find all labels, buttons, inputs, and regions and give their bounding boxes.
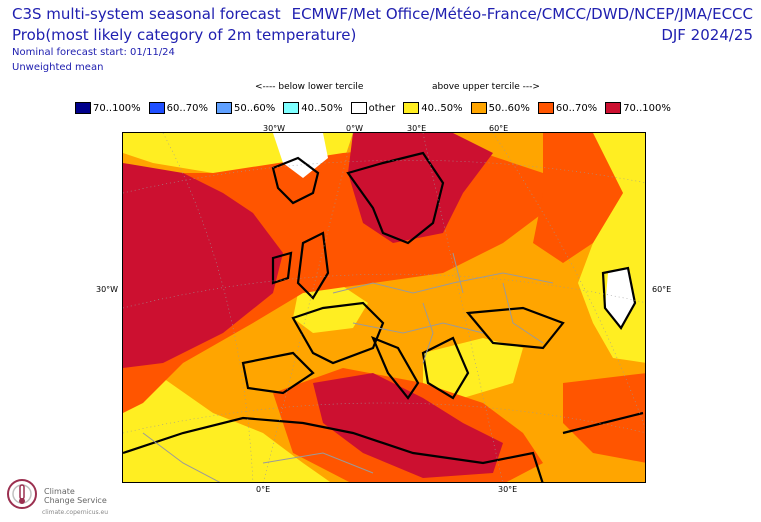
- legend: 70..100% 60..70% 50..60% 40..50% other 40..50…: [75, 101, 679, 115]
- climate-logo-icon: [7, 479, 37, 509]
- legend-swatch: [470, 102, 487, 114]
- title-right-block: ECMWF/Met Office/Météo-France/CMCC/DWD/N…: [292, 4, 753, 46]
- season: DJF 2024/25: [661, 26, 753, 44]
- region-darkorange-east: [533, 133, 623, 263]
- title-block: C3S multi-system seasonal forecast Prob(…: [12, 4, 356, 46]
- legend-item: 60..70%: [148, 101, 208, 115]
- region-yellow-balkan: [423, 338, 523, 398]
- legend-label: 70..100%: [93, 102, 141, 114]
- title-line-1: C3S multi-system seasonal forecast: [12, 5, 281, 23]
- tick-right: 60°E: [652, 285, 672, 294]
- legend-item: 70..100%: [605, 101, 671, 115]
- map-canvas: [123, 133, 645, 482]
- region-white-caspian: [605, 268, 635, 328]
- legend-label: 50..60%: [233, 102, 276, 114]
- region-darkorange-se: [563, 373, 645, 463]
- borders: [142, 252, 554, 482]
- legend-swatch: [75, 102, 91, 114]
- legend-item: 40..50%: [403, 101, 463, 115]
- title-line-2: Prob(most likely category of 2m temperat…: [12, 26, 357, 44]
- tick-left: 30°W: [96, 285, 119, 294]
- tick-bottom-1: 0°E: [256, 485, 271, 494]
- logo-text-1: Climate: [44, 487, 75, 496]
- legend-label: 70..100%: [623, 102, 671, 114]
- legend-swatch: [605, 102, 622, 114]
- legend-swatch: [283, 102, 300, 114]
- legend-item: 40..50%: [283, 101, 343, 115]
- legend-label: 40..50%: [301, 102, 343, 114]
- logo-text-2: Change Service: [44, 496, 107, 505]
- legend-item: 50..60%: [215, 101, 276, 115]
- legend-label: 60..70%: [166, 102, 208, 114]
- forecast-start: Nominal forecast start: 01/11/24: [12, 47, 175, 58]
- legend-swatch: [350, 102, 367, 114]
- tick-bottom-2: 30°E: [498, 485, 518, 494]
- legend-swatch: [215, 102, 232, 114]
- region-yellow-sw: [123, 378, 331, 482]
- region-red-mediterranean: [313, 373, 503, 478]
- legend-swatch: [537, 102, 554, 114]
- tick-top-4: 60°E: [489, 124, 509, 133]
- region-white-greenland: [273, 133, 328, 178]
- legend-item: other: [350, 101, 396, 115]
- legend-below-label: <---- below lower tercile: [255, 82, 364, 92]
- legend-item: 50..60%: [470, 101, 530, 115]
- coastlines: [123, 151, 644, 482]
- region-red-atlantic: [123, 163, 283, 368]
- legend-label: other: [368, 102, 396, 114]
- legend-label: 60..70%: [555, 102, 598, 114]
- graticule: [123, 133, 645, 482]
- region-red-scandinavia: [348, 133, 493, 243]
- logo-url: climate.copernicus.eu: [42, 509, 109, 516]
- providers: ECMWF/Met Office/Météo-France/CMCC/DWD/N…: [291, 5, 753, 23]
- legend-label: 40..50%: [421, 102, 463, 114]
- legend-swatch: [403, 102, 420, 114]
- tick-top-3: 30°E: [407, 124, 427, 133]
- legend-swatch: [148, 102, 165, 114]
- legend-above-label: above upper tercile --->: [432, 82, 540, 92]
- mean-type: Unweighted mean: [12, 62, 104, 73]
- legend-label: 50..60%: [488, 102, 530, 114]
- tick-top-2: 0°W: [346, 124, 363, 133]
- tick-top-1: 30°W: [263, 124, 286, 133]
- forecast-map: [122, 132, 646, 483]
- legend-item: 60..70%: [537, 101, 598, 115]
- legend-item: 70..100%: [75, 101, 141, 115]
